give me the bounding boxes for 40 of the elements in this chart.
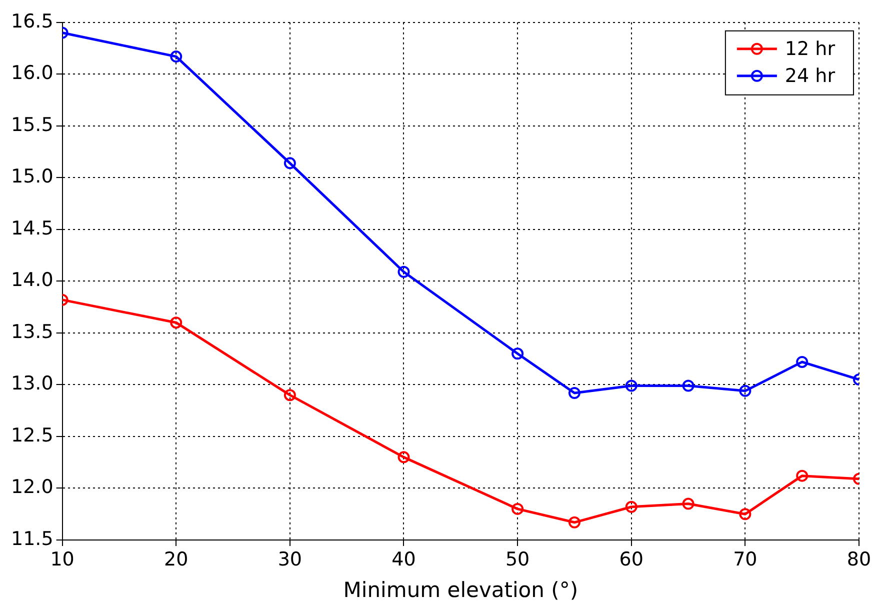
point <box>796 470 808 482</box>
y-tick-label: 14.0 <box>10 269 54 292</box>
point <box>398 451 410 464</box>
y-tick-label: 15.0 <box>10 166 54 188</box>
point <box>682 498 694 510</box>
point <box>170 50 182 63</box>
y-tick-label: 12.5 <box>10 424 54 446</box>
x-axis-title: Minimum elevation (°) <box>343 578 578 602</box>
point <box>625 380 638 392</box>
point <box>170 316 182 329</box>
y-tick-label: 16.0 <box>10 62 54 84</box>
x-tick-label: 70 <box>733 548 758 570</box>
x-tick-label: 80 <box>846 548 872 570</box>
x-tick-label: 40 <box>392 548 416 570</box>
x-tick-label: 10 <box>50 548 74 570</box>
point <box>739 384 752 397</box>
point <box>568 516 580 528</box>
point <box>398 266 410 278</box>
point <box>739 508 752 520</box>
point <box>625 500 638 513</box>
y-tick-label: 16.5 <box>10 10 54 32</box>
point <box>512 502 524 515</box>
legend-label: 12 hr <box>784 38 836 60</box>
y-tick-label: 14.5 <box>10 217 54 240</box>
point <box>284 389 296 402</box>
x-tick-label: 30 <box>278 548 302 570</box>
y-tick-label: 13.0 <box>10 372 54 395</box>
point <box>796 356 808 368</box>
x-tick-label: 20 <box>164 548 188 570</box>
point <box>512 348 524 360</box>
x-tick-label: 60 <box>619 548 644 570</box>
point <box>682 380 694 392</box>
point <box>568 387 580 399</box>
y-tick-label: 12.0 <box>10 476 54 498</box>
x-tick-label: 50 <box>505 548 530 570</box>
legend-label: 24 hr <box>784 64 836 87</box>
y-tick-label: 11.5 <box>10 528 54 550</box>
y-tick-label: 13.5 <box>10 320 54 343</box>
y-tick-label: 15.5 <box>10 114 54 136</box>
point <box>284 157 296 170</box>
